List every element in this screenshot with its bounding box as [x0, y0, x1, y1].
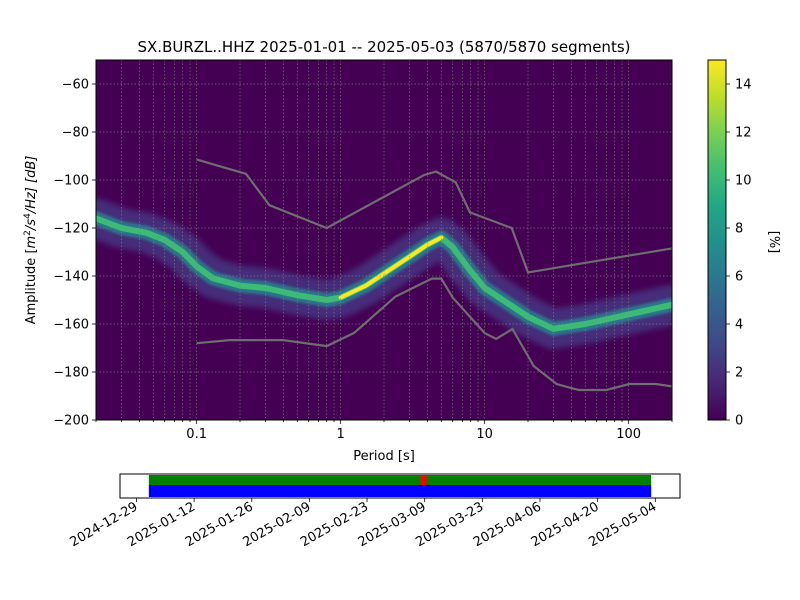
grid-lines: [96, 60, 672, 420]
colorbar-label: [%]: [766, 231, 781, 254]
y-tick-label: −140: [53, 270, 89, 285]
x-tick-label: 1: [337, 427, 345, 442]
colorbar: [707, 59, 727, 421]
y-tick-label: −80: [62, 126, 89, 141]
timeline-gap: [420, 475, 427, 485]
timeline-gaps: [420, 475, 427, 485]
x-tick-label: 10: [476, 427, 493, 442]
colorbar-tick-label: 10: [735, 174, 752, 189]
chart-title: SX.BURZL..HHZ 2025-01-01 -- 2025-05-03 (…: [138, 38, 631, 56]
y-axis: −60 −80 −100 −120 −140 −160 −180 −200: [53, 78, 96, 429]
colorbar-tick-label: 4: [735, 318, 743, 333]
timeline-data-bar: [148, 475, 652, 485]
y-tick-label: −200: [53, 414, 89, 429]
timeline-ticks: 2024-12-292025-01-122025-01-262025-02-09…: [68, 498, 659, 550]
timeline-coverage-bar: [148, 485, 652, 497]
x-tick-label: 0.1: [186, 427, 207, 442]
x-tick-label: 100: [616, 427, 641, 442]
colorbar-ticks: 0 2 4 6 8 10 12 14: [726, 78, 752, 429]
colorbar-tick-label: 6: [735, 270, 743, 285]
y-tick-label: −180: [53, 366, 89, 381]
y-axis-label: Amplitude [m2/s4/Hz] [dB]: [23, 156, 39, 325]
colorbar-tick-label: 8: [735, 222, 743, 237]
y-tick-label: −100: [53, 174, 89, 189]
y-tick-label: −120: [53, 222, 89, 237]
y-tick-label: −160: [53, 318, 89, 333]
nhnm-curve: [196, 158, 672, 274]
x-axis-label: Period [s]: [353, 449, 415, 464]
colorbar-tick-label: 0: [735, 414, 743, 429]
density-layer: [96, 198, 672, 349]
colorbar-tick-label: 2: [735, 366, 743, 381]
x-axis: 0.1 1 10 100: [95, 420, 673, 442]
nlnm-curve: [196, 277, 672, 392]
colorbar-tick-label: 14: [735, 78, 752, 93]
y-tick-label: −60: [62, 78, 89, 93]
colorbar-tick-label: 12: [735, 126, 752, 141]
density-band-peak: [338, 235, 444, 300]
